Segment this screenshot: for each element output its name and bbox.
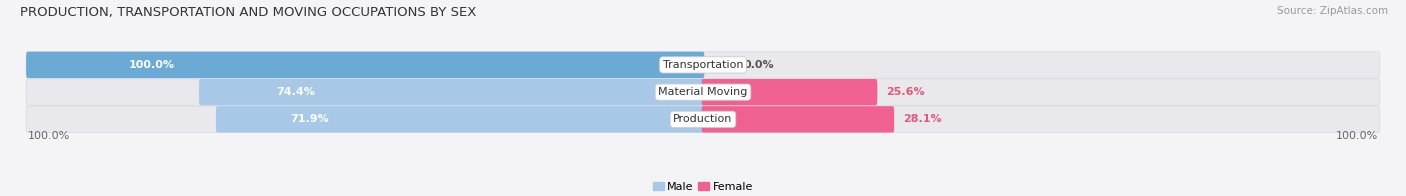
Text: Source: ZipAtlas.com: Source: ZipAtlas.com [1277, 6, 1388, 16]
FancyBboxPatch shape [27, 52, 1379, 78]
Text: 74.4%: 74.4% [276, 87, 315, 97]
FancyBboxPatch shape [27, 79, 1379, 105]
FancyBboxPatch shape [200, 79, 704, 105]
Text: Material Moving: Material Moving [658, 87, 748, 97]
FancyBboxPatch shape [27, 52, 704, 78]
Text: 100.0%: 100.0% [28, 131, 70, 141]
Text: Production: Production [673, 114, 733, 124]
Text: 25.6%: 25.6% [886, 87, 925, 97]
FancyBboxPatch shape [702, 106, 894, 132]
Text: 71.9%: 71.9% [290, 114, 329, 124]
Text: 0.0%: 0.0% [744, 60, 775, 70]
FancyBboxPatch shape [27, 106, 1379, 132]
Text: 100.0%: 100.0% [1336, 131, 1378, 141]
FancyBboxPatch shape [217, 106, 704, 132]
Text: 100.0%: 100.0% [129, 60, 174, 70]
FancyBboxPatch shape [702, 79, 877, 105]
Legend: Male, Female: Male, Female [648, 177, 758, 196]
Text: 28.1%: 28.1% [903, 114, 942, 124]
Text: PRODUCTION, TRANSPORTATION AND MOVING OCCUPATIONS BY SEX: PRODUCTION, TRANSPORTATION AND MOVING OC… [20, 6, 477, 19]
Text: Transportation: Transportation [662, 60, 744, 70]
